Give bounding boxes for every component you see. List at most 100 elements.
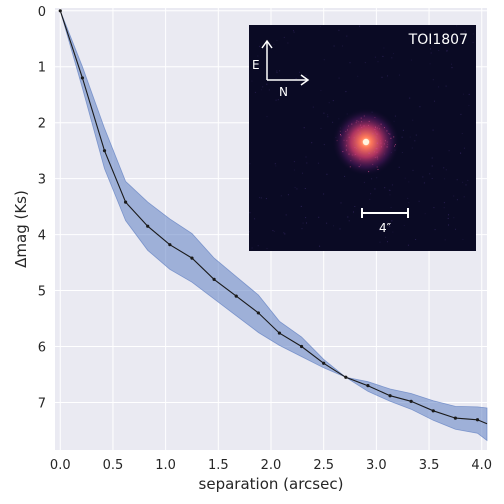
noise-pixel <box>403 225 405 226</box>
noise-pixel <box>443 202 445 204</box>
noise-pixel <box>326 222 328 224</box>
noise-pixel <box>342 45 343 47</box>
noise-pixel <box>346 35 348 37</box>
noise-pixel <box>451 63 452 65</box>
data-point <box>277 331 282 335</box>
noise-pixel <box>374 56 376 58</box>
noise-pixel <box>456 179 458 181</box>
noise-pixel <box>266 116 268 118</box>
noise-pixel <box>431 157 433 159</box>
noise-pixel <box>393 120 395 122</box>
noise-pixel <box>305 156 307 158</box>
halo-pixel <box>380 142 382 144</box>
noise-pixel <box>353 211 354 213</box>
halo-pixel <box>346 144 347 146</box>
star-image <box>332 108 400 176</box>
data-point <box>256 311 260 315</box>
noise-pixel <box>283 36 285 38</box>
noise-pixel <box>275 99 277 101</box>
x-tick-label: 0.0 <box>50 458 71 473</box>
inset-image: TOI1807 E N 4″ <box>249 25 476 251</box>
x-tick-label: 0.5 <box>103 458 124 473</box>
x-tick-label: 2.0 <box>261 458 282 473</box>
y-tick-label: 6 <box>38 340 46 355</box>
noise-pixel <box>429 63 431 65</box>
noise-pixel <box>276 70 278 72</box>
noise-pixel <box>407 197 409 199</box>
noise-pixel <box>424 213 426 215</box>
scale-bar-icon <box>361 208 409 218</box>
noise-pixel <box>327 116 329 118</box>
halo-pixel <box>357 129 359 131</box>
noise-pixel <box>345 91 347 93</box>
noise-pixel <box>279 70 281 72</box>
scale-bar-label: 4″ <box>379 221 392 235</box>
noise-pixel <box>306 162 308 164</box>
data-point <box>58 9 62 13</box>
noise-pixel <box>354 206 356 207</box>
data-point <box>431 409 435 413</box>
noise-pixel <box>409 97 411 99</box>
y-tick-label: 0 <box>38 5 46 20</box>
halo-pixel <box>376 166 378 168</box>
noise-pixel <box>371 178 373 180</box>
noise-pixel <box>265 198 267 200</box>
y-tick-label: 3 <box>38 173 46 188</box>
noise-pixel <box>293 30 294 32</box>
halo-pixel <box>339 130 341 132</box>
noise-pixel <box>339 228 341 230</box>
halo-pixel <box>349 166 351 168</box>
noise-pixel <box>456 25 458 27</box>
halo-pixel <box>380 123 382 125</box>
noise-pixel <box>391 184 393 186</box>
noise-pixel <box>391 57 393 59</box>
halo-pixel <box>386 146 388 148</box>
noise-pixel <box>433 207 435 209</box>
noise-pixel <box>411 147 413 149</box>
y-tick-label: 4 <box>38 229 46 244</box>
halo-pixel <box>389 133 391 135</box>
noise-pixel <box>444 239 446 241</box>
halo-pixel <box>368 171 370 173</box>
noise-pixel <box>456 199 458 201</box>
halo-pixel <box>374 131 376 133</box>
halo-pixel <box>353 137 355 139</box>
data-point <box>168 243 172 247</box>
noise-pixel <box>303 127 305 129</box>
noise-pixel <box>304 188 306 189</box>
noise-pixel <box>327 114 329 116</box>
noise-pixel <box>448 214 449 216</box>
halo-pixel <box>351 123 353 125</box>
noise-pixel <box>402 129 404 131</box>
data-point <box>344 375 348 379</box>
data-point <box>212 277 216 281</box>
noise-pixel <box>266 83 268 85</box>
noise-pixel <box>383 47 385 49</box>
halo-pixel <box>351 154 353 156</box>
noise-pixel <box>284 233 286 235</box>
noise-pixel <box>260 197 262 199</box>
halo-pixel <box>390 137 392 139</box>
noise-pixel <box>376 177 378 179</box>
noise-pixel <box>414 140 416 142</box>
data-point <box>80 76 84 80</box>
noise-pixel <box>462 238 464 240</box>
data-point <box>475 418 480 422</box>
noise-pixel <box>422 176 424 178</box>
noise-pixel <box>266 248 268 250</box>
halo-pixel <box>356 144 358 146</box>
noise-pixel <box>382 55 384 57</box>
compass-arrows-icon <box>261 39 310 86</box>
halo-pixel <box>359 158 361 160</box>
noise-pixel <box>468 105 470 107</box>
noise-pixel <box>338 118 340 120</box>
noise-pixel <box>472 41 474 43</box>
data-point <box>409 399 413 403</box>
noise-pixel <box>295 78 297 80</box>
compass-east-label: E <box>252 58 260 72</box>
noise-pixel <box>273 230 275 232</box>
halo-pixel <box>369 152 371 154</box>
data-point <box>322 361 326 365</box>
noise-pixel <box>384 187 386 189</box>
noise-pixel <box>460 152 462 154</box>
